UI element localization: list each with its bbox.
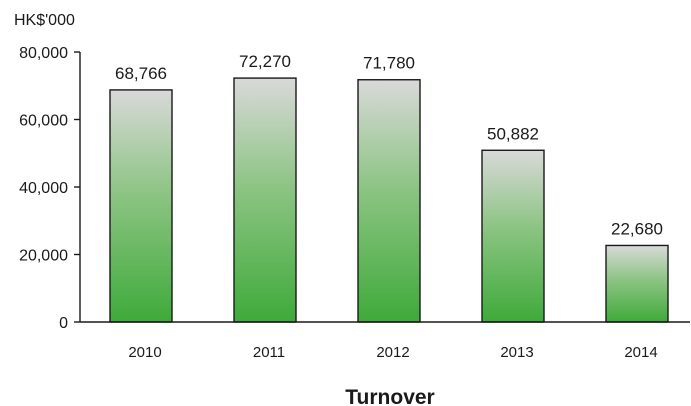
x-tick-label-2014: 2014 xyxy=(624,344,657,361)
y-axis-unit-label: HK$'000 xyxy=(14,12,75,29)
x-tick-label-2013: 2013 xyxy=(500,344,533,361)
y-tick-label: 40,000 xyxy=(19,180,68,197)
y-axis-ticks: 0 20,000 40,000 60,000 80,000 xyxy=(19,45,80,332)
data-label-2013: 50,882 xyxy=(487,124,539,143)
y-tick-label: 60,000 xyxy=(19,113,68,130)
x-tick-label-2010: 2010 xyxy=(128,344,161,361)
y-tick-label: 20,000 xyxy=(19,248,68,265)
bar-2011 xyxy=(233,77,297,323)
chart-title: Turnover xyxy=(345,386,434,406)
x-axis-ticks: 2010 2011 2012 2013 2014 xyxy=(128,344,657,361)
data-label-2011: 72,270 xyxy=(239,52,291,71)
y-tick-label: 0 xyxy=(59,315,68,332)
bar-2010 xyxy=(109,89,173,323)
bar-2013 xyxy=(481,149,545,323)
bar-2014 xyxy=(605,244,669,323)
bars xyxy=(109,77,669,323)
data-labels: 68,766 72,270 71,780 50,882 22,680 xyxy=(115,52,663,238)
data-label-2014: 22,680 xyxy=(611,219,663,238)
bar-2012 xyxy=(357,79,421,323)
x-tick-label-2011: 2011 xyxy=(253,344,285,361)
data-label-2012: 71,780 xyxy=(363,54,415,73)
x-tick-label-2012: 2012 xyxy=(376,344,409,361)
y-tick-label: 80,000 xyxy=(19,45,68,62)
data-label-2010: 68,766 xyxy=(115,64,167,83)
